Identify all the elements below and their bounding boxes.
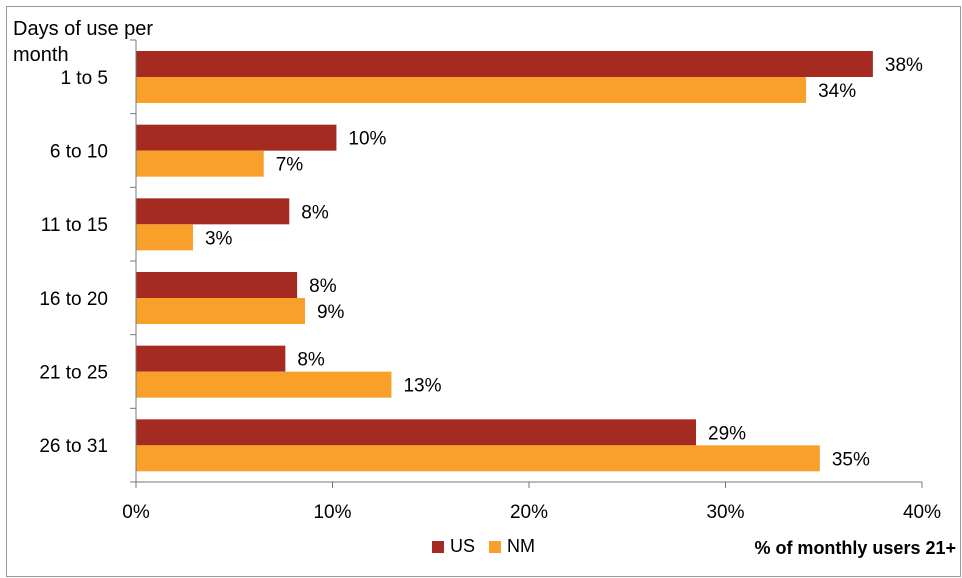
data-label-nm-0: 34% <box>818 81 856 102</box>
bar-nm-0 <box>136 77 807 103</box>
category-label-0: 1 to 5 <box>60 68 108 89</box>
bar-nm-2 <box>136 224 193 251</box>
bar-nm-1 <box>136 150 264 177</box>
bar-us-4 <box>136 345 286 372</box>
data-label-us-5: 29% <box>708 423 746 444</box>
data-label-us-2: 8% <box>301 202 329 223</box>
data-label-nm-2: 3% <box>205 228 233 249</box>
x-tick-label-1: 10% <box>313 502 351 523</box>
data-label-nm-1: 7% <box>276 155 304 176</box>
category-label-1: 6 to 10 <box>50 142 108 163</box>
bar-us-2 <box>136 198 290 225</box>
legend-item-us: US <box>432 536 475 557</box>
category-label-3: 16 to 20 <box>39 289 108 310</box>
data-label-us-1: 10% <box>348 129 386 150</box>
legend-label-nm: NM <box>507 536 536 556</box>
bar-us-3 <box>136 272 298 298</box>
legend-swatch-nm <box>489 540 502 553</box>
data-label-nm-4: 13% <box>403 376 441 397</box>
legend-label-us: US <box>450 536 476 556</box>
x-tick-label-0: 0% <box>122 502 150 523</box>
data-label-nm-3: 9% <box>317 302 345 323</box>
data-label-nm-5: 35% <box>832 449 870 470</box>
category-label-2: 11 to 15 <box>41 215 108 236</box>
data-label-us-0: 38% <box>885 55 923 76</box>
bar-nm-5 <box>136 445 820 472</box>
x-tick-label-4: 40% <box>903 502 941 523</box>
category-label-5: 26 to 31 <box>39 436 108 457</box>
legend: US NM <box>432 536 549 557</box>
bar-nm-4 <box>136 371 392 398</box>
y-axis-title: Days of use per month <box>13 18 154 66</box>
x-tick-label-3: 30% <box>706 502 744 523</box>
bar-us-0 <box>136 51 873 77</box>
bar-us-1 <box>136 124 337 151</box>
bar-nm-3 <box>136 298 305 324</box>
data-label-us-3: 8% <box>309 276 337 297</box>
legend-item-nm: NM <box>489 536 535 557</box>
category-label-4: 21 to 25 <box>39 363 108 384</box>
x-axis-title: % of monthly users 21+ <box>754 538 956 558</box>
bar-us-5 <box>136 419 697 446</box>
legend-swatch-us <box>432 540 444 553</box>
x-tick-label-2: 20% <box>510 502 548 523</box>
data-label-us-4: 8% <box>297 350 325 371</box>
